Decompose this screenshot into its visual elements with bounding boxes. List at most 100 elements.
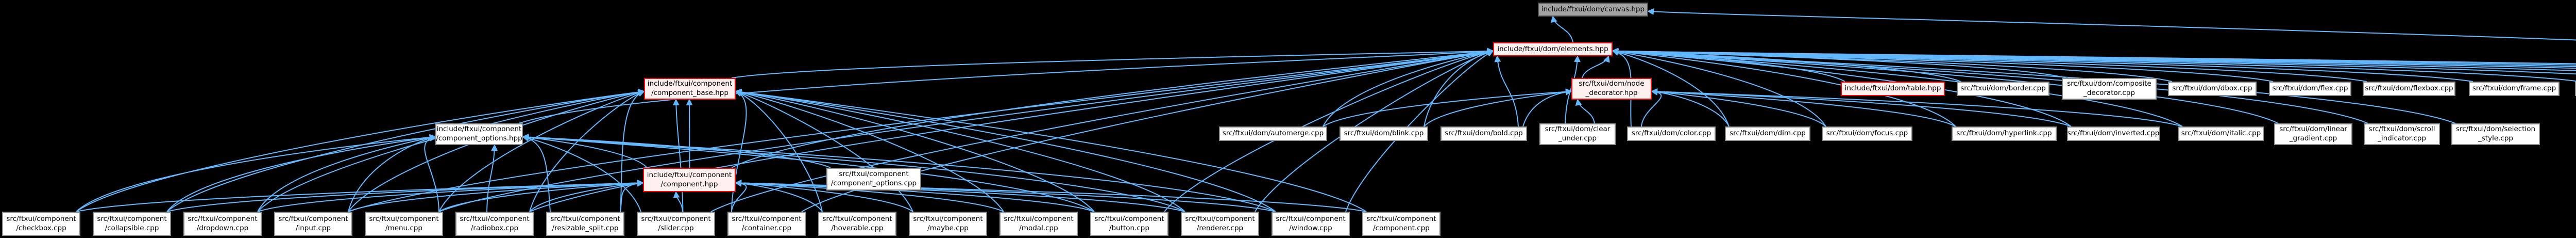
edge-hyperlink-to-node_decorator_hpp <box>1651 88 1956 127</box>
edge-focus-to-node_decorator_hpp <box>1651 88 1826 127</box>
graph-node-hyperlink[interactable]: src/ftxui/dom/hyperlink.cpp <box>1952 126 2057 141</box>
graph-node-collapsible[interactable]: src/ftxui/component /collapsible.cpp <box>93 212 171 236</box>
edge-menu-to-component_options_hpp <box>424 135 439 212</box>
graph-node-linear_gradient[interactable]: src/ftxui/dom/linear _gradient.cpp <box>2274 123 2352 145</box>
graph-node-composite_decorator[interactable]: src/ftxui/dom/composite _decorator.cpp <box>2062 78 2157 100</box>
edge-component_cpp-to-component_base_hpp <box>735 88 1367 212</box>
graph-node-component_hpp[interactable]: include/ftxui/component /component.hpp <box>643 168 736 192</box>
graph-node-frame[interactable]: src/ftxui/dom/frame.cpp <box>2469 82 2560 96</box>
edge-window-to-elements_hpp <box>1345 50 1494 212</box>
edge-checkbox-to-component_base_hpp <box>76 88 645 212</box>
edge-dropdown-to-component_options_hpp <box>257 134 436 212</box>
edge-component_cpp-to-component_hpp <box>735 179 1367 212</box>
edge-resizable_split-to-component_base_hpp <box>620 90 645 212</box>
edge-blink-to-node_decorator_hpp <box>1423 88 1572 127</box>
edge-input-to-component_hpp <box>348 180 644 212</box>
graph-node-component_options_hpp[interactable]: include/ftxui/component /component_optio… <box>435 123 523 145</box>
edge-hyperlink-to-elements_hpp <box>1612 48 1956 127</box>
graph-node-clear_under[interactable]: src/ftxui/dom/clear _under.cpp <box>1539 123 1616 145</box>
graph-node-renderer[interactable]: src/ftxui/component /renderer.cpp <box>1181 212 1259 236</box>
edge-selection_style-to-elements_hpp <box>1612 48 2456 124</box>
edge-bold-to-elements_hpp <box>1494 55 1519 127</box>
edge-node_decorator_hpp-to-elements_hpp <box>1582 55 1610 78</box>
edge-clear_under-to-node_decorator_hpp <box>1575 99 1595 124</box>
edge-menu-to-elements_hpp <box>438 49 1494 212</box>
graph-node-inverted[interactable]: src/ftxui/dom/inverted.cpp <box>2067 126 2160 141</box>
edge-window-to-component_base_hpp <box>735 88 1276 212</box>
graph-node-maybe[interactable]: src/ftxui/component /maybe.cpp <box>909 212 987 236</box>
graph-node-component_options_cpp[interactable]: src/ftxui/component /component_options.c… <box>826 168 921 191</box>
graph-node-hoverable[interactable]: src/ftxui/component /hoverable.cpp <box>818 212 896 236</box>
graph-node-border[interactable]: src/ftxui/dom/border.cpp <box>1957 82 2049 96</box>
edge-automerge-to-node_decorator_hpp <box>1323 88 1572 127</box>
edge-input-to-component_options_hpp <box>348 135 436 212</box>
edge-component_options_hpp-to-elements_hpp <box>518 48 1494 124</box>
graph-node-menu[interactable]: src/ftxui/component /menu.cpp <box>365 212 443 236</box>
graph-node-component_cpp[interactable]: src/ftxui/component /component.cpp <box>1362 212 1440 236</box>
graph-node-button[interactable]: src/ftxui/component /button.cpp <box>1090 212 1168 236</box>
graph-node-window[interactable]: src/ftxui/component /window.cpp <box>1272 212 1350 236</box>
graph-node-node_decorator_hpp[interactable]: src/ftxui/dom/node _decorator.hpp <box>1571 78 1652 100</box>
edge-maybe-to-component_base_hpp <box>735 90 913 212</box>
edge-component_base_hpp-to-elements_hpp <box>731 47 1494 78</box>
graph-node-color[interactable]: src/ftxui/dom/color.cpp <box>1627 126 1716 141</box>
graph-node-scroll_indicator[interactable]: src/ftxui/dom/scroll _indicator.cpp <box>2364 123 2440 145</box>
edge-component_hpp-to-component_base_hpp <box>686 99 693 168</box>
graph-node-bold[interactable]: src/ftxui/dom/bold.cpp <box>1440 126 1527 141</box>
graph-node-canvas_hpp: include/ftxui/dom/canvas.hpp <box>1538 3 1648 17</box>
edge-dim-to-elements_hpp <box>1612 49 1730 127</box>
edge-collapsible-to-component_base_hpp <box>166 88 645 212</box>
edge-window-to-component_options_hpp <box>522 134 1276 212</box>
graph-node-dbox[interactable]: src/ftxui/dom/dbox.cpp <box>2168 82 2257 96</box>
graph-node-modal[interactable]: src/ftxui/component /modal.cpp <box>999 212 1078 236</box>
edge-slider-to-component_base_hpp <box>672 99 684 212</box>
edge-canvas_cpp-to-canvas_hpp <box>1647 8 2576 41</box>
edge-button-to-elements_hpp <box>1164 49 1494 212</box>
edge-blink-to-elements_hpp <box>1423 49 1494 127</box>
edge-elements_hpp-to-canvas_hpp <box>1550 15 1573 43</box>
graph-node-resizable_split[interactable]: src/ftxui/component /resizable_split.cpp <box>546 212 624 236</box>
edge-dim-to-node_decorator_hpp <box>1651 88 1730 127</box>
edge-container-to-component_base_hpp <box>731 90 747 212</box>
edge-component_hpp-to-elements_hpp <box>731 48 1494 168</box>
edge-slider-to-component_hpp <box>673 191 683 212</box>
edge-hoverable-to-component_base_hpp <box>735 90 823 212</box>
edge-collapsible-to-component_options_hpp <box>166 134 436 212</box>
edge-group <box>76 8 2576 212</box>
edge-inverted-to-node_decorator_hpp <box>1651 88 2072 127</box>
edge-radiobox-to-component_hpp <box>529 180 644 212</box>
graph-node-focus[interactable]: src/ftxui/dom/focus.cpp <box>1822 126 1912 141</box>
edge-focus-to-elements_hpp <box>1612 49 1826 127</box>
graph-node-input[interactable]: src/ftxui/component /input.cpp <box>274 212 352 236</box>
edge-renderer-to-component_base_hpp <box>735 88 1185 212</box>
edge-resizable_split-to-component_hpp <box>620 180 644 212</box>
graph-node-radiobox[interactable]: src/ftxui/component /radiobox.cpp <box>455 212 534 236</box>
graph-node-automerge[interactable]: src/ftxui/dom/automerge.cpp <box>1219 126 1327 141</box>
edge-renderer-to-elements_hpp <box>1255 49 1494 212</box>
graph-node-component_base_hpp[interactable]: include/ftxui/component /component_base.… <box>644 78 736 100</box>
graph-node-dim[interactable]: src/ftxui/dom/dim.cpp <box>1725 126 1810 141</box>
graph-node-table_hpp[interactable]: include/ftxui/dom/table.hpp <box>1841 82 1945 96</box>
graph-node-flex[interactable]: src/ftxui/dom/flex.cpp <box>2269 82 2351 96</box>
graph-node-elements_hpp[interactable]: include/ftxui/dom/elements.hpp <box>1493 42 1613 56</box>
edge-modal-to-component_base_hpp <box>735 89 1004 212</box>
edge-color-to-node_decorator_hpp <box>1641 88 1662 127</box>
edge-slider-to-component_options_hpp <box>522 135 641 212</box>
edge-radiobox-to-elements_hpp <box>529 49 1494 212</box>
edge-resizable_split-to-component_options_hpp <box>522 135 551 212</box>
edge-bold-to-node_decorator_hpp <box>1522 88 1572 127</box>
graph-node-flexbox[interactable]: src/ftxui/dom/flexbox.cpp <box>2363 82 2455 96</box>
edge-checkbox-to-component_options_hpp <box>76 134 436 212</box>
edge-menu-to-component_hpp <box>438 180 644 212</box>
graph-node-blink[interactable]: src/ftxui/dom/blink.cpp <box>1340 126 1428 141</box>
graph-node-slider[interactable]: src/ftxui/component /slider.cpp <box>637 212 715 236</box>
edge-canvas_cpp-to-elements_hpp <box>1612 47 2576 65</box>
graph-node-checkbox[interactable]: src/ftxui/component /checkbox.cpp <box>2 212 80 236</box>
graph-node-selection_style[interactable]: src/ftxui/dom/selection _style.cpp <box>2451 123 2540 145</box>
edge-italic-to-node_decorator_hpp <box>1651 88 2183 127</box>
graph-node-container[interactable]: src/ftxui/component /container.cpp <box>727 212 806 236</box>
graph-node-dropdown[interactable]: src/ftxui/component /dropdown.cpp <box>183 212 262 236</box>
graph-node-italic[interactable]: src/ftxui/dom/italic.cpp <box>2178 126 2264 141</box>
graph-node-gauge[interactable]: src/ftxui/dom/gauge.cpp <box>2575 82 2576 96</box>
